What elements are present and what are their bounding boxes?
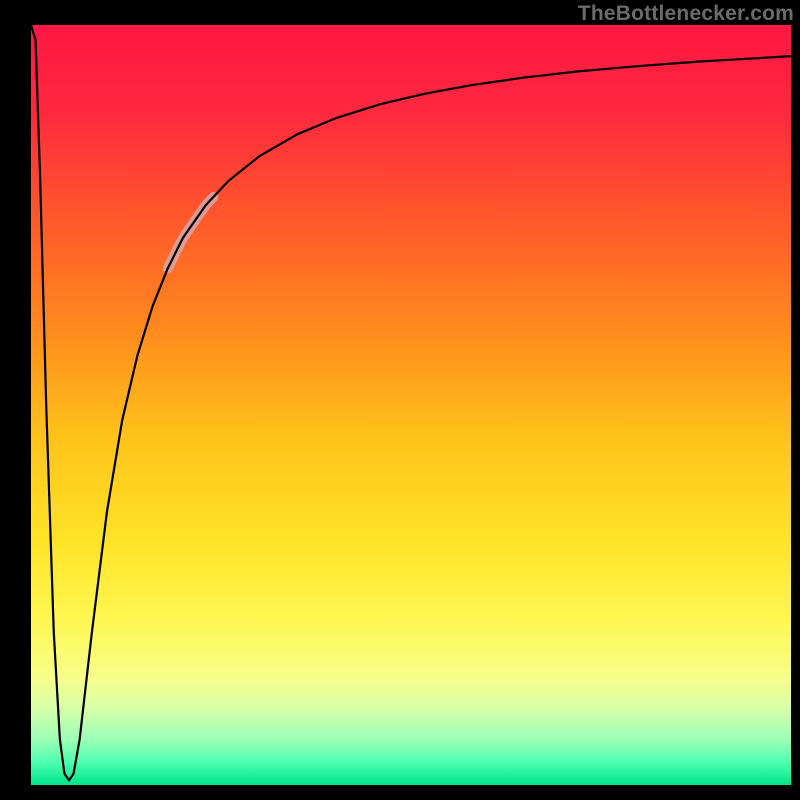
chart-svg xyxy=(31,25,791,785)
plot-area xyxy=(31,25,791,785)
watermark-text: TheBottlenecker.com xyxy=(578,2,794,26)
gradient-background xyxy=(31,25,791,785)
chart-frame: TheBottlenecker.com xyxy=(0,0,800,800)
